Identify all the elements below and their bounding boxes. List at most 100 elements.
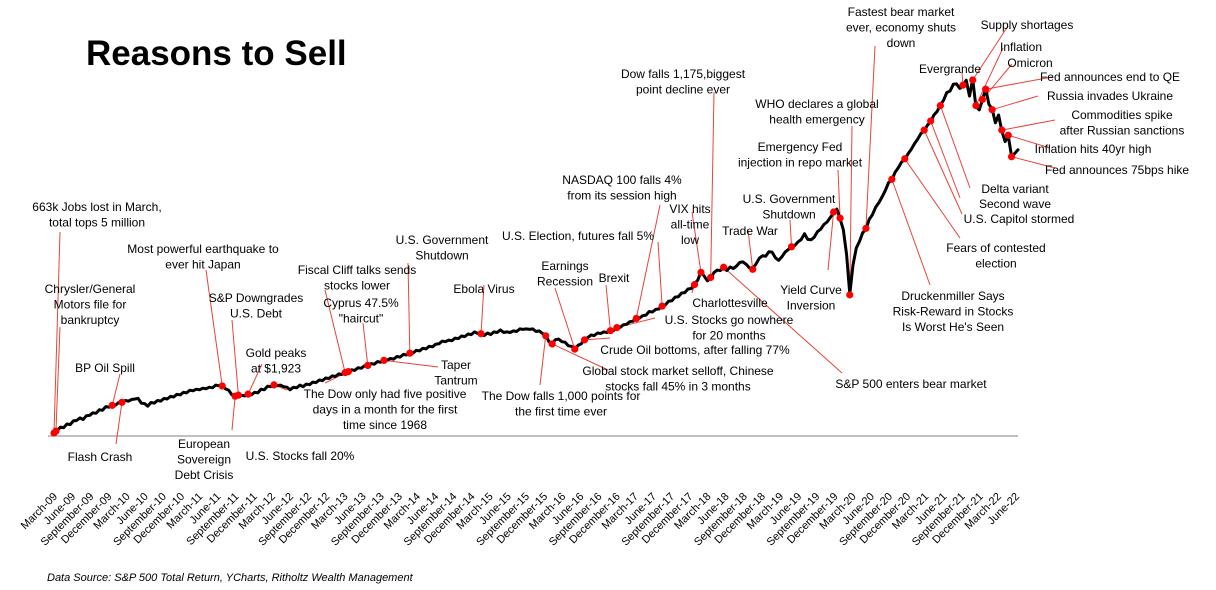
annotation-leader-line: [891, 179, 931, 286]
series-line-sp500: [52, 77, 1020, 434]
annotation-leader-line: [605, 284, 611, 331]
annotation-leader-line: [324, 289, 346, 373]
event-annotation-line: health emergency: [769, 113, 864, 127]
event-annotation-line: Brexit: [599, 271, 630, 285]
annotation-leader-line: [1001, 119, 1056, 131]
event-annotation-line: stocks fall 45% in 3 months: [605, 380, 750, 394]
event-annotation-line: S&P 500 enters bear market: [835, 377, 987, 391]
event-annotation-line: The Dow only had five positive: [304, 387, 467, 401]
event-marker: [862, 224, 870, 232]
event-annotation-line: BP Oil Spill: [75, 361, 135, 375]
event-annotation-line: after Russian sanctions: [1060, 124, 1185, 138]
event-marker: [927, 117, 935, 125]
annotation-leader-line: [710, 91, 715, 278]
event-annotation-label: European Sovereign Debt Crisis: [175, 437, 234, 482]
event-annotation-line: Second wave: [979, 197, 1051, 211]
annotation-leader-line: [930, 120, 961, 199]
event-annotation-line: The Dow falls 1,000 points for: [482, 389, 641, 403]
event-annotation-line: European: [178, 437, 230, 451]
event-annotation-line: point decline ever: [636, 83, 730, 97]
event-annotation-line: Supply shortages: [981, 18, 1074, 32]
annotation-leader-line: [362, 322, 369, 366]
event-annotation-line: Inflation: [1000, 40, 1042, 54]
event-annotation-label: Delta variant: [981, 182, 1049, 196]
event-annotation-line: NASDAQ 100 falls 4%: [562, 173, 682, 187]
event-annotation-label: U.S. Stocks fall 20%: [246, 449, 355, 463]
event-annotation-line: 663k Jobs lost in March,: [32, 200, 161, 214]
event-marker: [988, 106, 996, 114]
event-annotation-line: Is Worst He's Seen: [902, 320, 1004, 334]
event-annotation-label: Global stock market selloff, Chinese stoc…: [582, 364, 774, 394]
event-annotation-line: bankruptcy: [61, 313, 120, 327]
event-annotation-line: WHO declares a global: [755, 97, 878, 111]
event-annotation-line: Fed announces end to QE: [1040, 70, 1180, 84]
annotation-leader-line: [691, 211, 702, 273]
event-annotation-line: Inversion: [787, 299, 836, 313]
annotation-labels: 663k Jobs lost in March, total tops 5 mil…: [32, 5, 1189, 482]
annotation-leader-line: [247, 363, 263, 395]
event-annotation-line: Druckenmiller Says: [901, 289, 1004, 303]
event-annotation-line: Risk-Reward in Stocks: [893, 305, 1014, 319]
event-annotation-line: Evergrande: [919, 62, 981, 76]
event-marker: [364, 361, 372, 370]
event-annotation-label: U.S. Election, futures fall 5%: [502, 229, 654, 243]
annotation-leader-line: [111, 373, 121, 406]
annotation-leader-line: [923, 129, 963, 215]
event-annotation-line: Sovereign: [177, 453, 231, 467]
event-annotation-line: Emergency Fed: [758, 140, 843, 154]
event-marker: [52, 427, 60, 435]
annotation-leader-line: [115, 402, 123, 445]
event-annotation-line: Most powerful earthquake to: [127, 242, 279, 256]
event-marker: [380, 356, 388, 364]
event-marker: [720, 263, 728, 271]
event-annotation-label: Inflation hits 40yr high: [1035, 142, 1152, 156]
x-tick-labels: March-09June-09September-09December-09Ma…: [19, 491, 1022, 549]
event-marker: [542, 332, 550, 340]
event-marker: [231, 392, 239, 400]
annotation-leader-line: [972, 25, 1009, 81]
annotation-leader-line: [747, 229, 754, 270]
annotation-leader-line: [383, 359, 439, 368]
event-annotation-line: time since 1968: [343, 418, 427, 432]
event-annotation-line: Omicron: [1007, 56, 1052, 70]
annotation-leader-line: [1011, 156, 1056, 169]
annotation-leader-line: [991, 95, 1039, 111]
event-annotation-line: for 20 months: [692, 329, 765, 343]
event-marker: [846, 291, 854, 299]
annotation-leader-line: [723, 266, 843, 374]
event-annotation-line: Recession: [537, 275, 593, 289]
event-annotation-line: U.S. Capitol stormed: [964, 212, 1075, 226]
event-marker: [118, 398, 126, 406]
event-annotation-line: Commodities spike: [1071, 108, 1173, 122]
event-annotation-line: U.S. Government: [396, 233, 489, 247]
event-annotation-label: Charlottesville: [692, 296, 768, 310]
event-annotation-label: Omicron: [1007, 56, 1052, 70]
event-annotation-line: low: [681, 233, 699, 247]
event-annotation-label: Fiscal Cliff talks sends stocks lower: [298, 263, 416, 293]
event-annotation-line: Inflation hits 40yr high: [1035, 142, 1152, 156]
event-annotation-label: U.S. Capitol stormed: [964, 212, 1075, 226]
event-annotation-label: Taper Tantrum: [434, 358, 477, 388]
event-annotation-label: The Dow falls 1,000 points for the first …: [482, 389, 641, 419]
annotation-leader-line: [53, 231, 61, 434]
event-annotation-label: BP Oil Spill: [75, 361, 135, 375]
event-annotation-line: Fastest bear market: [848, 5, 955, 19]
event-marker: [959, 81, 967, 89]
event-annotation-line: election: [975, 257, 1016, 271]
event-marker: [613, 324, 621, 332]
event-marker: [830, 208, 838, 216]
event-annotation-label: Yield Curve Inversion: [780, 283, 842, 313]
event-marker: [108, 401, 116, 409]
event-annotation-line: Delta variant: [981, 182, 1049, 196]
event-annotation-line: Yield Curve: [780, 283, 842, 297]
event-annotation-line: U.S. Government: [743, 192, 836, 206]
event-annotation-label: U.S. Stocks go nowhere for 20 months: [665, 313, 794, 343]
event-annotation-line: ever, economy shuts: [846, 21, 956, 35]
event-marker: [972, 101, 980, 110]
event-marker: [580, 336, 589, 344]
event-marker: [477, 330, 485, 338]
event-marker: [1004, 131, 1012, 139]
event-marker: [548, 340, 556, 348]
annotation-leader-line: [789, 219, 793, 247]
